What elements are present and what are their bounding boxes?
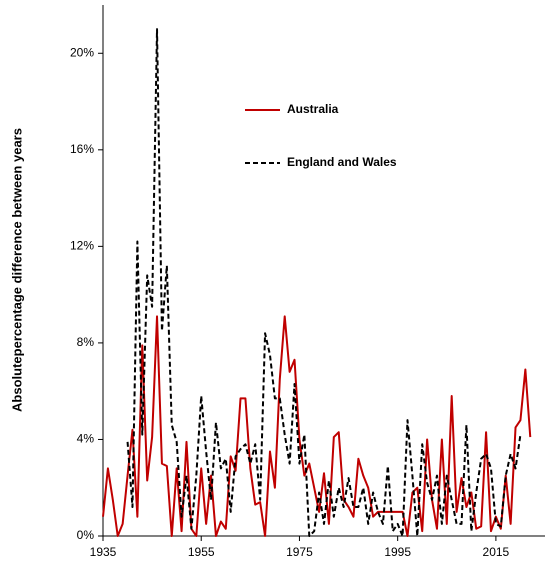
x-tick-label: 1975 [286, 545, 313, 559]
legend-label: England and Wales [287, 155, 397, 169]
legend-label: Australia [287, 102, 339, 116]
y-tick-label: 4% [77, 432, 95, 446]
data-line [102, 315, 532, 537]
y-tick-label: 0% [77, 528, 95, 542]
y-tick-label: 16% [70, 142, 94, 156]
y-tick-label: 8% [77, 335, 95, 349]
y-tick-label: 20% [70, 45, 94, 59]
x-tick-label: 1995 [384, 545, 411, 559]
x-tick-label: 1955 [188, 545, 215, 559]
data-line [126, 28, 522, 537]
x-tick-label: 2015 [483, 545, 510, 559]
y-tick-label: 12% [70, 239, 94, 253]
x-tick-label: 1935 [90, 545, 117, 559]
y-axis-title: Absolutepercentage difference between ye… [9, 128, 24, 412]
